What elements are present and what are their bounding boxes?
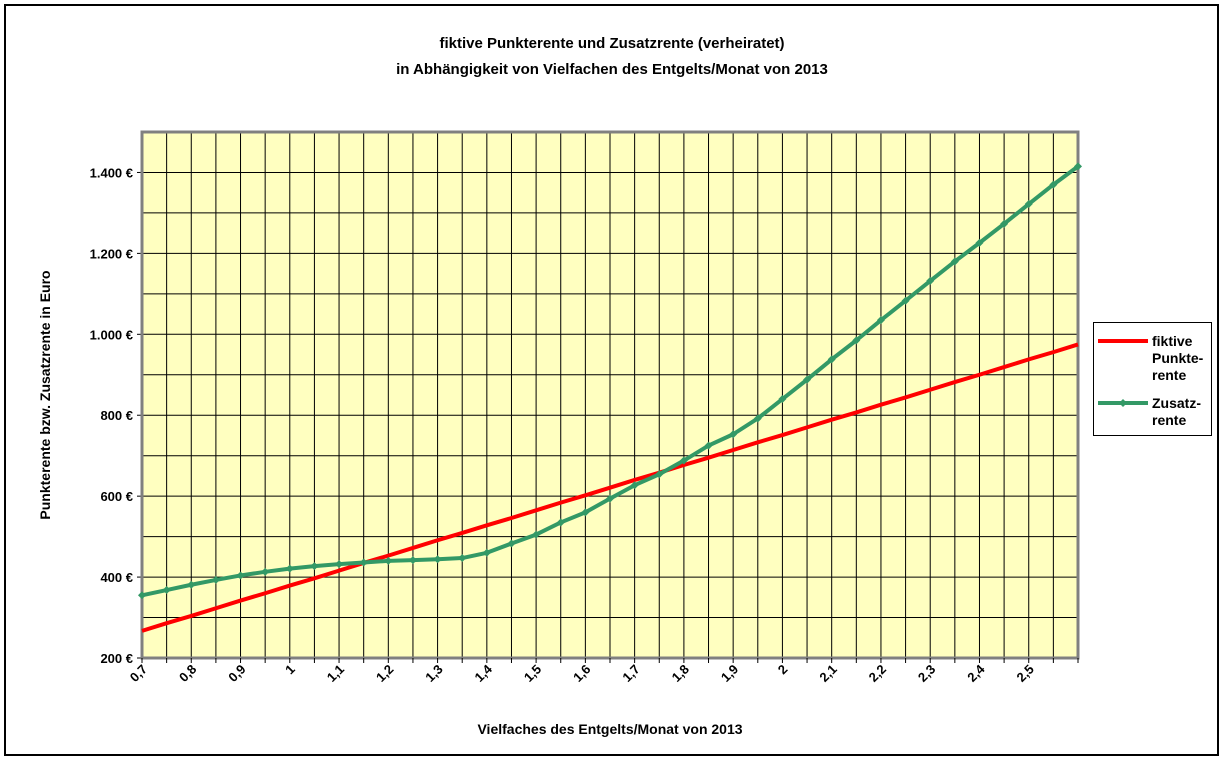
data-point <box>138 591 146 600</box>
x-axis-label: Vielfaches des Entgelts/Monat von 2013 <box>477 721 742 737</box>
data-point <box>975 238 984 247</box>
series-line <box>141 342 1079 633</box>
data-point <box>211 575 220 584</box>
legend-label: Zusatz- rente <box>1152 395 1201 428</box>
data-point <box>162 586 171 595</box>
data-point <box>926 276 935 285</box>
chart-subtitle: in Abhängigkeit von Vielfachen des Entge… <box>396 61 828 78</box>
data-point <box>359 558 368 567</box>
data-point <box>458 554 467 563</box>
y-tick-label: 200 € <box>100 651 133 666</box>
data-point <box>433 555 442 564</box>
data-point <box>532 530 541 539</box>
legend-swatch <box>1098 339 1148 343</box>
data-point <box>236 571 245 580</box>
data-point <box>187 580 196 589</box>
data-point <box>556 518 565 527</box>
data-point <box>384 556 393 565</box>
data-point <box>285 564 294 573</box>
data-point <box>630 481 639 490</box>
data-point <box>803 375 812 384</box>
data-point <box>261 567 270 576</box>
data-point <box>335 560 344 569</box>
legend-swatch <box>1098 399 1148 407</box>
data-point <box>778 395 787 404</box>
data-point <box>507 539 516 548</box>
y-tick-label: 800 € <box>100 408 133 423</box>
y-axis-label: Punkterente bzw. Zusatzrente in Euro <box>37 270 53 519</box>
chart-title: fiktive Punkterente und Zusatzrente (ver… <box>439 35 784 52</box>
data-point <box>581 508 590 517</box>
y-tick-label: 1.400 € <box>90 165 133 180</box>
data-point <box>1000 219 1009 228</box>
data-point <box>729 430 738 439</box>
data-point <box>950 257 959 266</box>
legend: fiktive Punkte- rente Zusatz- rente <box>1093 322 1212 436</box>
data-point <box>753 414 762 423</box>
data-point <box>310 562 319 571</box>
data-point <box>1024 200 1033 209</box>
y-tick-label: 600 € <box>100 489 133 504</box>
data-point <box>1074 162 1082 171</box>
y-tick-label: 400 € <box>100 570 133 585</box>
data-point <box>482 548 491 557</box>
data-point <box>827 355 836 364</box>
data-point <box>876 316 885 325</box>
data-point <box>606 494 614 503</box>
data-point <box>1049 180 1058 189</box>
y-tick-label: 1.000 € <box>90 327 133 342</box>
y-tick-label: 1.200 € <box>90 246 133 261</box>
data-point <box>901 296 910 305</box>
data-point <box>655 470 664 479</box>
legend-label: fiktive Punkte- rente <box>1152 333 1204 383</box>
data-point <box>852 336 861 345</box>
data-point <box>679 456 688 465</box>
data-point <box>408 556 417 565</box>
data-point <box>704 441 713 450</box>
legend-marker <box>1119 399 1127 407</box>
